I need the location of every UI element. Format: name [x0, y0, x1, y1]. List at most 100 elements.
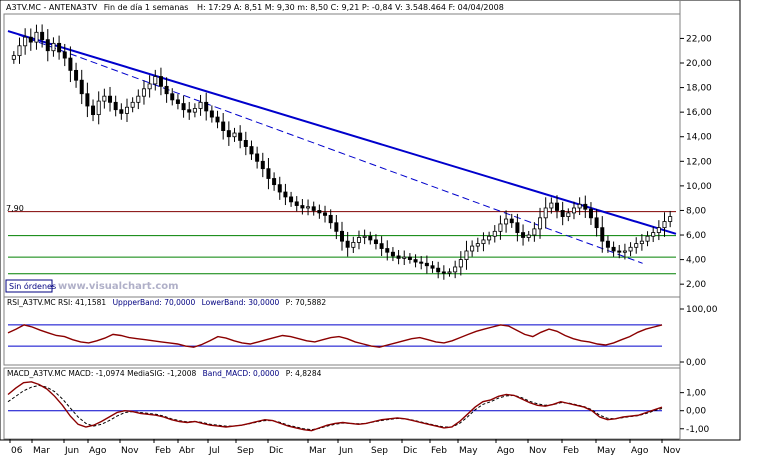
- candle-body: [124, 106, 129, 114]
- candle-body: [40, 31, 45, 41]
- candle-body: [334, 222, 339, 232]
- candle-body: [402, 256, 407, 259]
- rsi-panel[interactable]: [3, 296, 681, 366]
- candle-body: [74, 69, 79, 81]
- candle-body: [215, 116, 220, 123]
- candle-body: [28, 36, 33, 43]
- price-y-tick-label: 2,00: [686, 280, 706, 290]
- x-tick-label: Jun: [64, 446, 79, 456]
- macd-panel[interactable]: [3, 367, 681, 440]
- candle-body: [385, 248, 390, 253]
- candle-body: [413, 259, 418, 263]
- candle-body: [102, 95, 107, 102]
- rsi-line[interactable]: [7, 324, 663, 348]
- macd-y-axis: 1,00 0,00 -1,00: [680, 389, 710, 435]
- x-tick-label: Ago: [497, 446, 515, 456]
- candle-body: [617, 250, 622, 253]
- candle-body: [515, 222, 520, 233]
- candle-body: [108, 95, 113, 103]
- x-tick-label: Nov: [121, 446, 139, 456]
- candle-body: [475, 243, 480, 247]
- candle-body: [45, 39, 50, 52]
- candle-body: [396, 255, 401, 259]
- candle-body: [526, 234, 531, 238]
- macd-y-tick-label: 0,00: [686, 407, 706, 417]
- x-tick-label: Nov: [663, 446, 681, 456]
- candle-body: [91, 105, 96, 116]
- trendline-dashed[interactable]: [7, 30, 643, 264]
- trendline-solid[interactable]: [7, 30, 677, 235]
- rsi-header: RSI_A3TV.MC RSI: 41,1581 UppperBand: 70,…: [7, 298, 326, 307]
- candle-body: [611, 246, 616, 252]
- candle-body: [549, 202, 554, 209]
- macd-line[interactable]: [7, 381, 663, 432]
- x-tick-label: Feb: [155, 446, 171, 456]
- candle-body: [266, 168, 271, 179]
- price-panel[interactable]: [3, 13, 681, 298]
- x-tick-label: May: [459, 446, 478, 456]
- candle-body: [583, 203, 588, 210]
- candle-body: [272, 178, 277, 186]
- candle-body: [453, 266, 458, 273]
- rsi-plot: [7, 324, 663, 348]
- candle-body: [23, 36, 28, 47]
- price-y-tick-label: 16,00: [686, 108, 712, 118]
- candle-body: [368, 235, 373, 241]
- candle-body: [521, 232, 526, 238]
- candle-body: [153, 76, 158, 85]
- candle-body: [509, 218, 514, 224]
- watermark: www.visualchart.com: [58, 281, 179, 292]
- candle-body: [577, 203, 582, 209]
- macd-y-tick-label: -1,00: [686, 425, 710, 435]
- candle-body: [187, 109, 192, 113]
- candle-body: [243, 140, 248, 147]
- candle-body: [492, 230, 497, 237]
- candle-body: [68, 57, 73, 71]
- candle-body: [436, 267, 441, 273]
- candle-body: [651, 232, 656, 237]
- price-candles: [11, 24, 673, 280]
- candle-body: [294, 201, 299, 206]
- x-tick-label: Nov: [529, 446, 547, 456]
- macd-header: MACD_A3TV.MC MACD: -1,0974 MediaSIG: -1,…: [7, 369, 322, 378]
- x-tick-label: Sep: [371, 446, 388, 456]
- candle-body: [34, 31, 39, 43]
- candle-body: [339, 230, 344, 242]
- candle-body: [119, 109, 124, 114]
- candle-body: [306, 206, 311, 209]
- candle-body: [566, 212, 571, 217]
- x-tick-label: Feb: [563, 446, 579, 456]
- candle-body: [543, 207, 548, 219]
- sin-ordenes-box[interactable]: [5, 279, 53, 293]
- candle-body: [424, 262, 429, 267]
- x-tick-label: 06: [11, 446, 23, 456]
- candle-body: [560, 210, 565, 217]
- x-tick-label: Mar: [309, 446, 326, 456]
- candle-body: [498, 223, 503, 232]
- candle-body: [255, 153, 260, 162]
- macd-signal-line[interactable]: [7, 384, 663, 431]
- header-period: Fin de día 1 semanas: [104, 3, 189, 12]
- price-y-tick-label: 4,00: [686, 256, 706, 266]
- candle-body: [277, 184, 282, 193]
- candle-body: [198, 101, 203, 109]
- candle-body: [555, 202, 560, 211]
- candle-body: [345, 240, 350, 248]
- rsi-header-value: RSI_A3TV.MC RSI: 41,1581: [7, 298, 106, 307]
- candle-body: [662, 221, 667, 229]
- price-y-tick-label: 22,00: [686, 34, 712, 44]
- candle-body: [373, 239, 378, 245]
- candle-body: [221, 121, 226, 131]
- candle-body: [226, 130, 231, 138]
- candle-body: [628, 246, 633, 252]
- candle-body: [175, 99, 180, 104]
- candle-body: [79, 79, 84, 95]
- rsi-y-axis: 100,00 0,00: [680, 305, 718, 368]
- chart-header: A3TV.MC - ANTENA3TV Fin de día 1 semanas…: [6, 3, 504, 12]
- trendlines: [7, 30, 677, 264]
- sin-ordenes-label: Sin órdenes: [9, 281, 56, 291]
- rsi-y-tick-label: 100,00: [686, 305, 718, 315]
- header-ohlc: H: 17:29 A: 8,51 M: 9,30 m: 8,50 C: 9,21…: [197, 3, 504, 12]
- candle-body: [249, 146, 254, 155]
